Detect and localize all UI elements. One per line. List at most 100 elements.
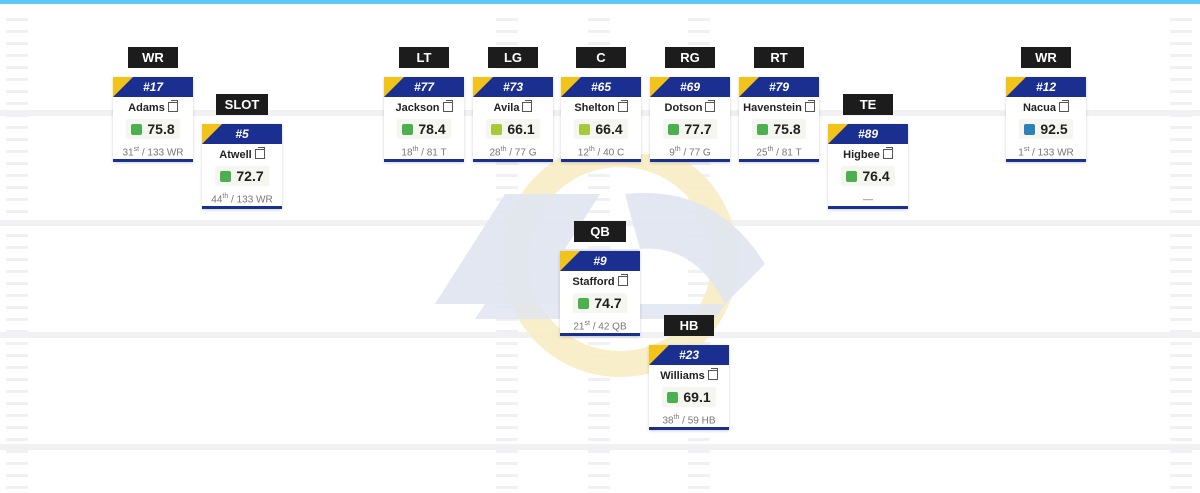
field-hash-mark [1170,30,1192,33]
player-name[interactable]: Higbee [843,149,880,161]
player-name[interactable]: Stafford [572,276,615,288]
player-name-row[interactable]: Avila [473,100,553,115]
player-card[interactable]: #65 Shelton 66.4 12th / 40 C [561,77,641,162]
player-card[interactable]: #9 Stafford 74.7 21st / 42 QB [560,251,640,336]
player-name-row[interactable]: Adams [113,100,193,115]
field-hash-mark [6,246,28,249]
field-hash-mark [588,402,610,405]
rank-number: 1 [1018,147,1024,159]
field-hash-mark [1170,78,1192,81]
field-hash-mark [588,426,610,429]
field-hash-mark [496,366,518,369]
rank-suffix: st [133,146,140,153]
player-name[interactable]: Jackson [395,102,440,114]
player-name[interactable]: Atwell [219,149,252,161]
copy-icon[interactable] [522,100,533,112]
field-hash-mark [496,318,518,321]
field-hash-mark [6,258,28,261]
field-hash-mark [1170,426,1192,429]
corner-accent [739,77,759,97]
copy-icon[interactable] [882,147,893,159]
field-hash-mark [688,270,710,273]
grade-badge: 92.5 [1019,119,1073,139]
player-name-row[interactable]: Havenstein [739,100,819,115]
player-name-row[interactable]: Nacua [1006,100,1086,115]
copy-icon[interactable] [617,274,628,286]
grade-value: 66.1 [507,121,535,137]
grade-badge: 75.8 [126,119,180,139]
copy-icon[interactable] [804,100,815,112]
player-name-row[interactable]: Dotson [650,100,730,115]
player-name-row[interactable]: Stafford [560,274,640,289]
copy-icon[interactable] [442,100,453,112]
jersey-number: #23 [678,348,700,362]
field-hash-mark [1170,210,1192,213]
grade-color-swatch [578,297,590,309]
corner-accent [828,124,848,144]
copy-icon[interactable] [617,100,628,112]
player-name[interactable]: Adams [128,102,165,114]
player-name-row[interactable]: Higbee [828,147,908,162]
copy-icon[interactable] [1059,100,1070,112]
rank-total: / 133 WR [1029,147,1074,159]
grade-value: 66.4 [595,121,623,137]
player-name-row[interactable]: Atwell [202,147,282,162]
field-hash-mark [1170,294,1192,297]
copy-icon[interactable] [254,147,265,159]
player-name[interactable]: Williams [660,370,705,382]
rank-number: 9 [669,147,675,159]
player-card[interactable]: #17 Adams 75.8 31st / 133 WR [113,77,193,162]
player-name-row[interactable]: Jackson [384,100,464,115]
player-card[interactable]: #77 Jackson 78.4 18th / 81 T [384,77,464,162]
player-card[interactable]: #23 Williams 69.1 38th / 59 HB [649,345,729,430]
rank-total: / 59 HB [679,415,716,427]
field-hash-mark [6,294,28,297]
player-name[interactable]: Avila [493,102,520,114]
copy-icon[interactable] [707,368,718,380]
field-hash-mark [588,438,610,441]
rank-number: 12 [577,147,589,159]
player-name[interactable]: Dotson [664,102,703,114]
field-hash-mark [588,186,610,189]
field-hash-mark [6,198,28,201]
field-hash-mark [6,66,28,69]
grade-color-swatch [668,123,680,135]
field-hash-mark [588,450,610,453]
field-hash-mark [496,18,518,21]
field-hash-mark [1170,234,1192,237]
player-card[interactable]: #73 Avila 66.1 28th / 77 G [473,77,553,162]
field-hash-mark [6,414,28,417]
player-card[interactable]: #89 Higbee 76.4 — [828,124,908,209]
field-hash-mark [6,342,28,345]
jersey-number-bar: #89 [828,124,908,144]
jersey-number: #77 [413,80,435,94]
player-card[interactable]: #5 Atwell 72.7 44th / 133 WR [202,124,282,209]
field-hash-mark [6,42,28,45]
jersey-number-bar: #73 [473,77,553,97]
rank-total: / 42 QB [589,321,627,333]
field-hash-mark [496,426,518,429]
grade-value: 76.4 [862,168,890,184]
field-hash-mark [1170,222,1192,225]
player-card[interactable]: #79 Havenstein 75.8 25th / 81 T [739,77,819,162]
player-name-row[interactable]: Shelton [561,100,641,115]
grade-color-swatch [846,170,858,182]
player-name[interactable]: Nacua [1022,102,1057,114]
player-card[interactable]: #69 Dotson 77.7 9th / 77 G [650,77,730,162]
player-name-row[interactable]: Williams [649,368,729,383]
field-hash-mark [496,30,518,33]
rank-total: / 40 C [594,147,625,159]
player-card[interactable]: #12 Nacua 92.5 1st / 133 WR [1006,77,1086,162]
grade-color-swatch [220,170,232,182]
copy-icon[interactable] [167,100,178,112]
field-hash-mark [496,390,518,393]
jersey-number-bar: #69 [650,77,730,97]
field-hash-mark [6,234,28,237]
field-hash-mark [496,450,518,453]
position-label: RG [665,47,715,68]
player-name[interactable]: Havenstein [743,102,802,114]
field-hash-mark [1170,330,1192,333]
player-name[interactable]: Shelton [574,102,615,114]
copy-icon[interactable] [705,100,716,112]
position-rank: 21st / 42 QB [560,317,640,333]
